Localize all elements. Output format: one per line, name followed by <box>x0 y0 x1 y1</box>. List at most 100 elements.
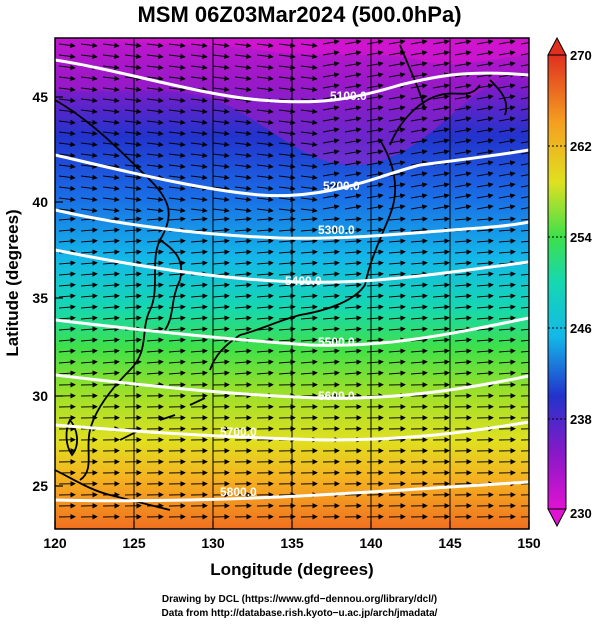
wind-arrow <box>410 61 428 67</box>
wind-arrow <box>124 53 142 60</box>
wind-arrow <box>80 370 98 376</box>
wind-arrow <box>476 348 494 354</box>
wind-arrow <box>102 75 120 82</box>
wind-arrow <box>476 370 494 376</box>
wind-arrow <box>476 304 494 310</box>
wind-arrow <box>168 42 186 49</box>
wind-arrow <box>432 94 450 100</box>
wind-arrow <box>58 370 76 376</box>
wind-arrow <box>498 160 516 166</box>
wind-arrow <box>234 86 252 93</box>
wind-arrow <box>234 185 252 192</box>
y-tick-label: 40 <box>32 194 48 210</box>
wind-arrow <box>322 39 340 45</box>
wind-arrow <box>58 174 76 181</box>
wind-arrow <box>80 326 98 332</box>
wind-arrow <box>190 174 208 181</box>
wind-arrow <box>410 204 428 210</box>
wind-arrow <box>300 348 318 354</box>
wind-arrow <box>256 227 274 233</box>
wind-arrow <box>124 282 142 288</box>
wind-arrow <box>58 163 76 170</box>
wind-arrow <box>256 130 274 137</box>
wind-arrow <box>190 260 208 266</box>
wind-arrow <box>212 207 230 214</box>
colorbar-bottom-arrow <box>547 508 567 528</box>
wind-arrow <box>278 227 296 233</box>
wind-arrow <box>498 359 516 365</box>
wind-arrow <box>212 337 230 343</box>
wind-arrow <box>256 119 274 126</box>
wind-arrow <box>476 326 494 332</box>
wind-arrow <box>410 116 428 122</box>
wind-arrow <box>124 174 142 181</box>
wind-arrow <box>58 207 76 214</box>
wind-arrow <box>476 249 494 255</box>
wind-arrow <box>410 359 428 365</box>
wind-arrow <box>190 337 208 343</box>
wind-arrow <box>498 94 516 100</box>
wind-arrow <box>388 171 406 177</box>
wind-arrow <box>300 293 318 299</box>
wind-arrow <box>102 271 120 277</box>
wind-arrow <box>146 75 164 82</box>
wind-arrow <box>190 326 208 332</box>
wind-arrow <box>322 204 340 210</box>
wind-arrow <box>234 293 252 299</box>
wind-arrow <box>300 315 318 321</box>
wind-arrow <box>498 116 516 122</box>
wind-arrow <box>388 238 406 244</box>
wind-arrow <box>344 171 362 177</box>
wind-arrow <box>256 163 274 170</box>
colorbar-top-arrow <box>547 36 567 56</box>
wind-arrow <box>300 238 318 244</box>
wind-arrow <box>432 61 450 67</box>
wind-arrow <box>234 163 252 170</box>
wind-arrow <box>58 359 76 365</box>
wind-arrow <box>212 370 230 376</box>
longitude-gridlines <box>133 38 451 529</box>
x-axis-label: Longitude (degrees) <box>210 560 373 579</box>
wind-arrow <box>410 260 428 266</box>
x-tick-label: 120 <box>43 535 67 551</box>
wind-arrow <box>146 86 164 93</box>
wind-arrow <box>278 348 296 354</box>
wind-arrow <box>168 53 186 60</box>
wind-arrow <box>58 216 76 222</box>
wind-arrow <box>278 282 296 288</box>
wind-arrow <box>366 238 384 244</box>
wind-arrow <box>432 105 450 111</box>
wind-arrow <box>58 326 76 332</box>
wind-arrow <box>124 359 142 365</box>
wind-arrow <box>388 216 406 222</box>
wind-arrow <box>344 271 362 277</box>
wind-arrow <box>80 152 98 159</box>
wind-arrow <box>256 141 274 148</box>
wind-arrow <box>124 227 142 233</box>
wind-arrow <box>234 260 252 266</box>
wind-arrow <box>234 97 252 104</box>
wind-arrow <box>300 141 318 148</box>
wind-arrow <box>146 53 164 60</box>
wind-arrow <box>476 359 494 365</box>
wind-arrow <box>476 61 494 67</box>
wind-arrow <box>146 315 164 321</box>
wind-arrow <box>190 359 208 365</box>
x-axis <box>54 521 530 529</box>
wind-arrow <box>300 152 318 159</box>
wind-arrow <box>256 249 274 255</box>
wind-arrow <box>212 238 230 244</box>
wind-arrow <box>256 86 274 93</box>
wind-arrow <box>344 227 362 233</box>
wind-arrow <box>498 370 516 376</box>
wind-arrow <box>80 119 98 126</box>
wind-arrow <box>476 271 494 277</box>
wind-arrow <box>278 86 296 93</box>
wind-arrow <box>432 116 450 122</box>
wind-arrow <box>168 108 186 115</box>
wind-arrow <box>80 282 98 288</box>
wind-arrow <box>102 119 120 126</box>
wind-arrow <box>476 182 494 188</box>
wind-arrow <box>300 337 318 343</box>
wind-arrow <box>124 64 142 71</box>
